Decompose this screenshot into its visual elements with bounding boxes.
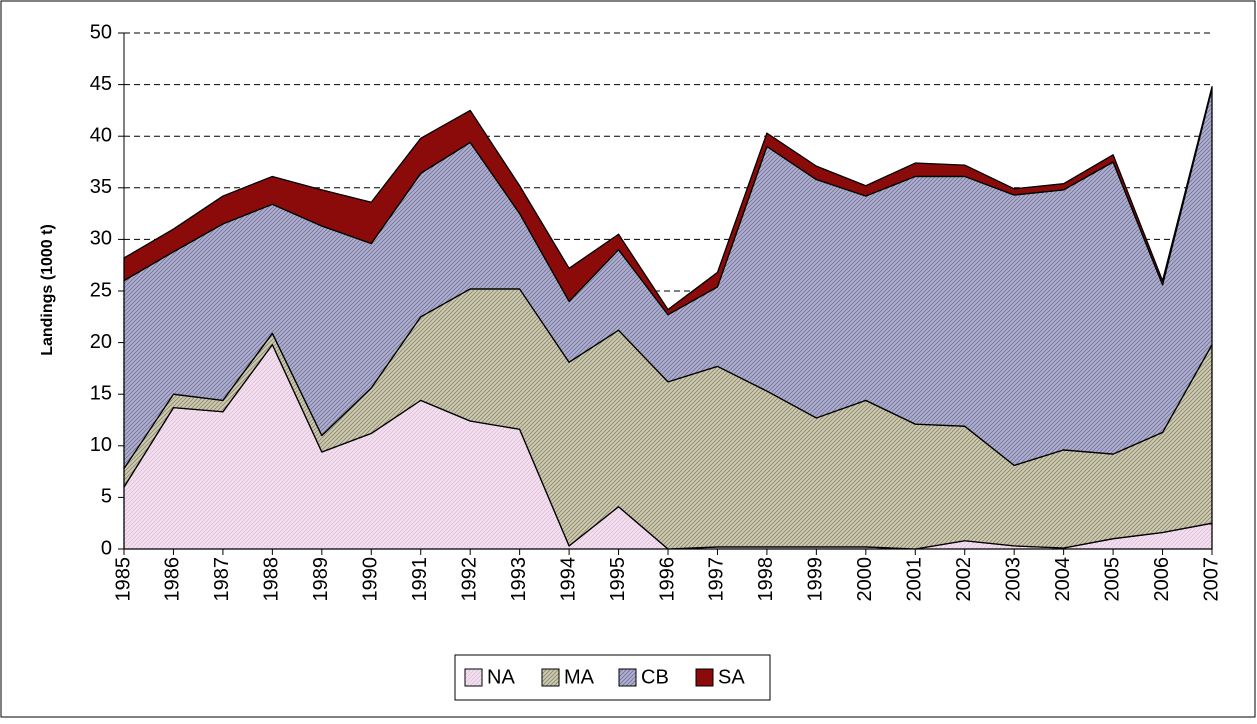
y-tick-label: 25 xyxy=(90,279,112,301)
legend-box xyxy=(454,654,771,701)
x-tick-label: 1986 xyxy=(162,557,184,602)
x-tick-label: 2002 xyxy=(953,557,975,602)
legend-label: MA xyxy=(564,666,595,688)
y-axis-title: Landings (1000 t) xyxy=(39,224,56,356)
legend-swatch xyxy=(695,668,714,687)
x-tick-label: 2005 xyxy=(1101,557,1123,602)
x-tick-label: 1994 xyxy=(557,557,579,602)
y-tick-label: 40 xyxy=(90,124,112,146)
legend-label: NA xyxy=(487,666,515,688)
x-tick-label: 1992 xyxy=(458,557,480,602)
legend-label: CB xyxy=(641,666,669,688)
y-tick-label: 50 xyxy=(90,21,112,43)
x-tick-label: 1996 xyxy=(656,557,678,602)
legend-swatch xyxy=(618,668,637,687)
x-tick-label: 1988 xyxy=(261,557,283,602)
y-tick-label: 5 xyxy=(101,486,112,508)
x-tick-label: 1985 xyxy=(112,557,134,602)
x-tick-label: 2004 xyxy=(1052,557,1074,602)
x-tick-label: 1997 xyxy=(706,557,728,602)
x-tick-label: 1989 xyxy=(310,557,332,602)
y-tick-label: 35 xyxy=(90,176,112,198)
x-tick-label: 1999 xyxy=(805,557,827,602)
y-tick-label: 10 xyxy=(90,434,112,456)
x-tick-label: 1998 xyxy=(755,557,777,602)
x-tick-label: 1990 xyxy=(360,557,382,602)
y-tick-label: 30 xyxy=(90,228,112,250)
x-tick-label: 2001 xyxy=(904,557,926,602)
x-tick-label: 2006 xyxy=(1151,557,1173,602)
area xyxy=(123,86,1213,316)
x-tick-label: 1995 xyxy=(607,557,629,602)
x-tick-label: 1991 xyxy=(409,557,431,602)
x-tick-label: 2007 xyxy=(1200,557,1222,602)
y-tick-label: 20 xyxy=(90,331,112,353)
x-tick-label: 1993 xyxy=(508,557,530,602)
y-tick-label: 45 xyxy=(90,73,112,95)
y-tick-label: 15 xyxy=(90,382,112,404)
legend-swatch xyxy=(464,668,483,687)
x-tick-label: 1987 xyxy=(211,557,233,602)
legend-label: SA xyxy=(718,666,745,688)
x-tick-label: 2000 xyxy=(854,557,876,602)
x-tick-label: 2003 xyxy=(1002,557,1024,602)
legend-swatch xyxy=(541,668,560,687)
y-tick-label: 0 xyxy=(101,537,112,559)
